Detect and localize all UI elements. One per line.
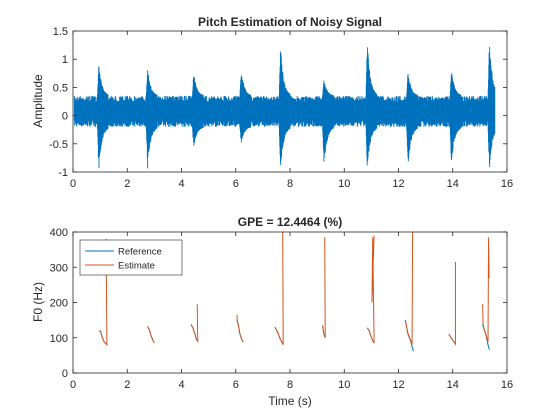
- pitch-xtick-label: 4: [178, 379, 184, 391]
- pitch-ytick-label: 300: [50, 262, 68, 274]
- waveform-ytick-label: 1: [62, 54, 68, 66]
- legend-reference-label: Reference: [118, 247, 162, 258]
- estimate-segment: [482, 237, 490, 343]
- pitch-axes: GPE = 12.4464 (%) F0 (Hz) Time (s) 0 2 4 6 8…: [31, 215, 513, 408]
- pitch-title: GPE = 12.4464 (%): [238, 215, 342, 229]
- waveform-title: Pitch Estimation of Noisy Signal: [198, 15, 382, 29]
- pitch-y-ticks: 0 100 200 300 400: [50, 227, 507, 380]
- waveform-plot-area: [73, 47, 496, 169]
- waveform-xtick-label: 0: [70, 178, 76, 190]
- waveform-xtick-label: 12: [392, 178, 404, 190]
- pitch-xtick-label: 2: [124, 379, 130, 391]
- waveform-ylabel: Amplitude: [31, 74, 45, 128]
- pitch-xtick-label: 12: [392, 379, 404, 391]
- pitch-ytick-label: 200: [50, 298, 68, 310]
- waveform-axes: Pitch Estimation of Noisy Signal Amplitu…: [31, 15, 513, 190]
- reference-segment: [98, 330, 108, 345]
- estimate-segment: [98, 239, 108, 347]
- pitch-xtick-label: 6: [233, 379, 239, 391]
- waveform-y-ticks: -1 -0.5 0 0.5 1 1.5: [49, 26, 507, 179]
- waveform-xtick-label: 2: [124, 178, 130, 190]
- legend-estimate-label: Estimate: [118, 261, 155, 272]
- series-estimate: [98, 231, 490, 347]
- pitch-ytick-label: 100: [50, 333, 68, 345]
- pitch-ytick-label: 400: [50, 227, 68, 239]
- pitch-xtick-label: 8: [287, 379, 293, 391]
- estimate-segment: [322, 237, 326, 338]
- waveform-x-ticks: 0 2 4 6 8 10 12 14 16: [70, 31, 513, 190]
- pitch-x-ticks: 0 2 4 6 8 10 12 14 16: [70, 232, 513, 391]
- estimate-segment: [404, 231, 414, 345]
- estimate-segment: [366, 235, 375, 344]
- waveform-xtick-label: 6: [233, 178, 239, 190]
- series-reference: [98, 320, 490, 352]
- pitch-ytick-label: 0: [62, 368, 68, 380]
- waveform-ytick-label: 1.5: [53, 26, 68, 38]
- waveform-line: [73, 47, 496, 169]
- estimate-segment: [274, 231, 284, 346]
- pitch-legend: Reference Estimate: [79, 239, 183, 276]
- estimate-segment: [190, 304, 199, 343]
- pitch-ylabel: F0 (Hz): [31, 282, 45, 322]
- waveform-ytick-label: -1: [58, 167, 68, 179]
- pitch-xtick-label: 10: [338, 379, 350, 391]
- pitch-xtick-label: 14: [447, 379, 459, 391]
- waveform-xtick-label: 16: [501, 178, 513, 190]
- waveform-ytick-label: 0: [62, 111, 68, 123]
- estimate-segment: [147, 326, 155, 344]
- waveform-xtick-label: 8: [287, 178, 293, 190]
- waveform-xtick-label: 14: [447, 178, 459, 190]
- pitch-plot-area: [98, 231, 490, 352]
- legend-box: [79, 239, 183, 276]
- estimate-segment: [236, 314, 244, 343]
- waveform-ytick-label: 0.5: [53, 82, 68, 94]
- pitch-xtick-label: 0: [70, 379, 76, 391]
- waveform-xtick-label: 4: [178, 178, 184, 190]
- waveform-xtick-label: 10: [338, 178, 350, 190]
- waveform-ytick-label: -0.5: [49, 139, 68, 151]
- estimate-segment: [448, 261, 456, 346]
- pitch-xlabel: Time (s): [268, 394, 312, 408]
- pitch-xtick-label: 16: [501, 379, 513, 391]
